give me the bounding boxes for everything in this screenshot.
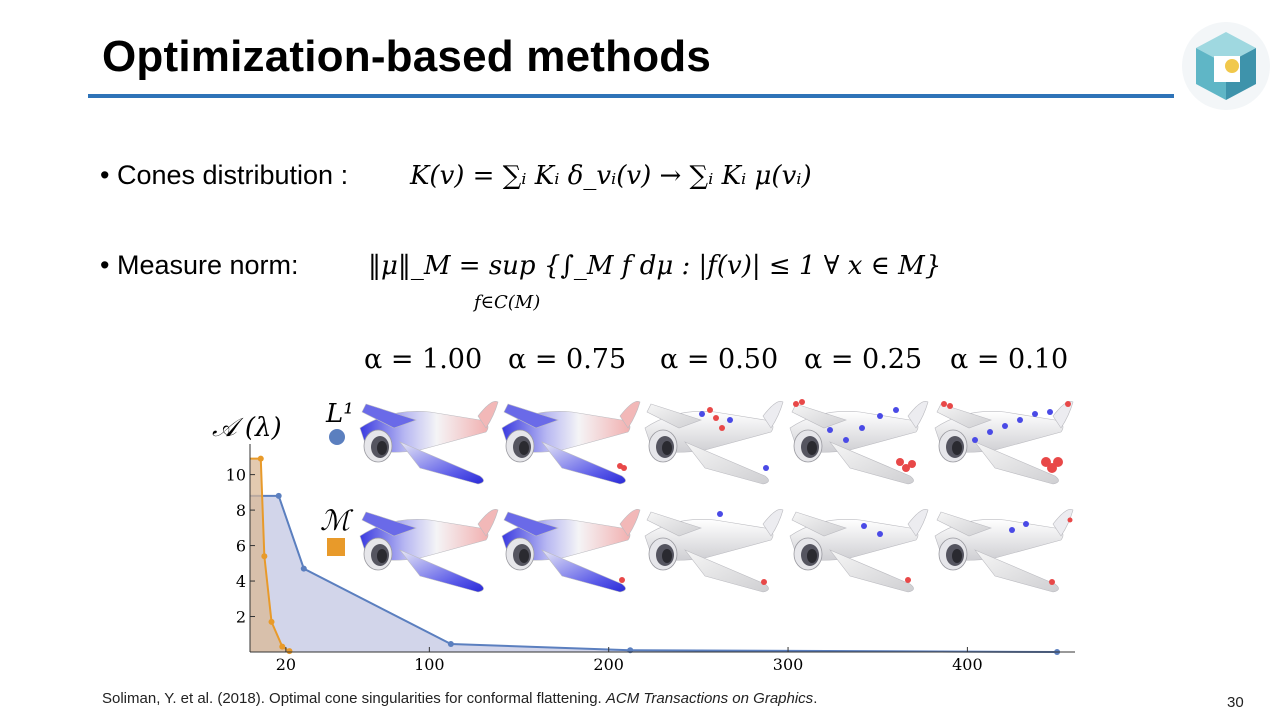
alpha-label: α = 0.50 (660, 344, 779, 375)
bullet-measure-norm: • Measure norm: (100, 250, 299, 280)
cones-formula: K(v) = ∑ᵢ Kᵢ δ_vᵢ(v) → ∑ᵢ Kᵢ μ(vᵢ) (410, 161, 812, 191)
measure-norm-formula: ‖μ‖_M = sup {∫_M f dμ : |f(v)| ≤ 1 ∀ x ∈… (368, 251, 942, 281)
plane-render (359, 400, 499, 485)
cone-points (617, 399, 1073, 585)
data-point (257, 455, 264, 462)
series-line (250, 494, 1058, 653)
chart-ylabel: 𝒜 (λ) (212, 413, 282, 443)
alpha-label: α = 0.25 (804, 344, 923, 375)
slide-title: Optimization-based methods (102, 32, 712, 81)
measure-norm-subscript: f∈C(M) (474, 292, 541, 313)
row-label-m: ℳ (320, 504, 354, 537)
plane-render (501, 400, 641, 485)
y-tick-label: 2 (236, 608, 246, 627)
y-tick-label: 10 (226, 466, 246, 485)
title-underline (88, 94, 1174, 98)
x-tick-label: 300 (773, 655, 804, 674)
citation-journal: ACM Transactions on Graphics (605, 690, 814, 707)
data-point (286, 648, 293, 655)
x-tick-label: 200 (593, 655, 624, 674)
row-label-l1: L¹ (325, 399, 354, 429)
area-chart: 2 4 6 8 10 20 100 200 300 400 (226, 444, 1075, 674)
y-tick-label: 6 (236, 537, 246, 556)
data-point (447, 641, 454, 648)
cone-points (699, 407, 1053, 537)
alpha-label: α = 0.75 (508, 344, 627, 375)
citation-text: Soliman, Y. et al. (2018). Optimal cone … (102, 690, 606, 707)
data-point (261, 553, 268, 560)
plane-render (644, 400, 784, 485)
alpha-label: α = 0.10 (950, 344, 1069, 375)
data-point (300, 565, 307, 572)
alpha-label: α = 1.00 (364, 344, 483, 375)
l1-marker (329, 429, 345, 445)
plane-render (359, 508, 499, 593)
y-tick-label: 4 (236, 572, 246, 591)
lab-logo-icon (1182, 22, 1270, 110)
bullet-cones-distribution: • Cones distribution : (100, 160, 349, 190)
x-tick-label: 100 (414, 655, 445, 674)
data-point (275, 492, 282, 499)
x-tick-label: 400 (952, 655, 983, 674)
citation: Soliman, Y. et al. (2018). Optimal cone … (102, 690, 817, 707)
m-marker (327, 538, 345, 556)
area-fill (250, 458, 290, 652)
data-point (268, 618, 275, 625)
citation-end: . (813, 690, 818, 707)
x-tick-label: 20 (276, 655, 296, 674)
data-point (279, 643, 286, 650)
page-number: 30 (1227, 694, 1244, 711)
y-tick-label: 8 (236, 501, 246, 520)
area-fill (250, 495, 1058, 652)
